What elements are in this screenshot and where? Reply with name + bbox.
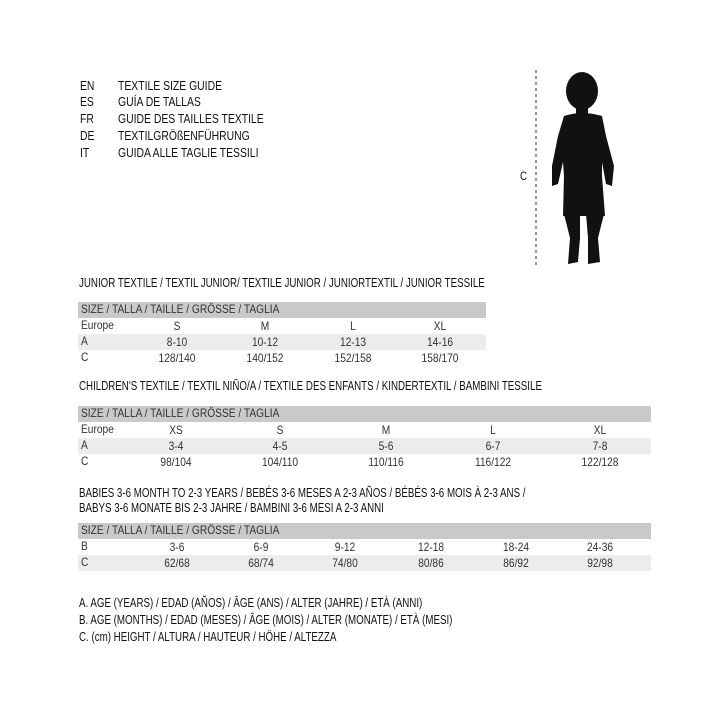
row-label: C <box>81 350 89 364</box>
lang-title: GUIDE DES TAILLES TEXTILE <box>118 111 264 126</box>
legend-b: B. AGE (MONTHS) / EDAD (MESES) / ÂGE (MO… <box>79 613 453 627</box>
cell: 6-9 <box>253 540 269 554</box>
lang-code: ES <box>80 94 94 109</box>
cell: M <box>260 319 270 333</box>
cell: XL <box>593 423 607 437</box>
cell: 140/152 <box>246 351 284 365</box>
legend-c: C. (cm) HEIGHT / ALTURA / HAUTEUR / HÖHE… <box>79 630 337 644</box>
cell: 14-16 <box>426 335 454 349</box>
child-silhouette-icon <box>535 70 614 266</box>
cell: 12-18 <box>417 540 445 554</box>
table-header: SIZE / TALLA / TAILLE / GRÖSSE / TAGLIA <box>81 302 280 316</box>
cell: 110/116 <box>368 455 404 469</box>
cell: L <box>490 423 496 437</box>
babies-title-line2: BABYS 3-6 MONATE BIS 2-3 JAHRE / BAMBINI… <box>79 501 384 515</box>
table-header: SIZE / TALLA / TAILLE / GRÖSSE / TAGLIA <box>81 406 280 420</box>
cell: M <box>381 423 391 437</box>
cell: S <box>173 319 181 333</box>
cell: 92/98 <box>587 556 613 570</box>
junior-title: JUNIOR TEXTILE / TEXTIL JUNIOR/ TEXTILE … <box>79 276 485 290</box>
cell: 122/128 <box>581 455 619 469</box>
cell: 7-8 <box>592 439 608 453</box>
cell: 18-24 <box>502 540 530 554</box>
row-label: A <box>81 334 88 348</box>
cell: 3-4 <box>168 439 184 453</box>
table-row: C 128/140 140/152 152/158 158/170 <box>78 350 486 366</box>
cell: 8-10 <box>166 335 188 349</box>
cell: L <box>350 319 356 333</box>
cell: 98/104 <box>160 455 192 469</box>
row-label: Europe <box>81 422 114 436</box>
row-label: C <box>81 454 89 468</box>
cell: 62/68 <box>164 556 190 570</box>
children-size-table: SIZE / TALLA / TAILLE / GRÖSSE / TAGLIA … <box>78 406 651 470</box>
table-row: A 8-10 10-12 12-13 14-16 <box>78 334 486 350</box>
cell: 74/80 <box>332 556 358 570</box>
table-row: A 3-4 4-5 5-6 6-7 7-8 <box>78 438 651 454</box>
cell: 86/92 <box>503 556 529 570</box>
measure-label: C <box>520 169 527 183</box>
cell: 12-13 <box>339 335 367 349</box>
cell: 24-36 <box>586 540 614 554</box>
table-header: SIZE / TALLA / TAILLE / GRÖSSE / TAGLIA <box>81 523 280 537</box>
cell: 128/140 <box>158 351 196 365</box>
cell: 9-12 <box>334 540 356 554</box>
row-label: B <box>81 539 88 553</box>
row-label: C <box>81 555 89 569</box>
cell: 152/158 <box>334 351 372 365</box>
cell: 10-12 <box>251 335 279 349</box>
table-row: Europe XS S M L XL <box>78 422 651 438</box>
cell: XL <box>433 319 447 333</box>
cell: 80/86 <box>418 556 444 570</box>
lang-code: EN <box>80 78 95 93</box>
cell: 6-7 <box>485 439 501 453</box>
cell: 104/110 <box>261 455 299 469</box>
cell: 158/170 <box>421 351 459 365</box>
children-title: CHILDREN'S TEXTILE / TEXTIL NIÑO/A / TEX… <box>79 379 542 393</box>
cell: 116/122 <box>474 455 512 469</box>
row-label: Europe <box>81 318 114 332</box>
babies-size-table: SIZE / TALLA / TAILLE / GRÖSSE / TAGLIA … <box>78 523 651 571</box>
junior-size-table: SIZE / TALLA / TAILLE / GRÖSSE / TAGLIA … <box>78 302 486 366</box>
lang-title: TEXTILGRÖßENFÜHRUNG <box>118 128 250 143</box>
cell: 3-6 <box>169 540 185 554</box>
lang-code: DE <box>80 128 95 143</box>
table-row: B 3-6 6-9 9-12 12-18 18-24 24-36 <box>78 539 651 555</box>
legend-a: A. AGE (YEARS) / EDAD (AÑOS) / ÂGE (ANS)… <box>79 596 423 610</box>
cell: 4-5 <box>272 439 288 453</box>
lang-title: GUÍA DE TALLAS <box>118 94 201 109</box>
cell: S <box>276 423 284 437</box>
cell: 5-6 <box>378 439 394 453</box>
lang-title: GUIDA ALLE TAGLIE TESSILI <box>118 145 259 160</box>
lang-code: IT <box>80 145 90 160</box>
cell: XS <box>169 423 183 437</box>
lang-code: FR <box>80 111 94 126</box>
table-row: Europe S M L XL <box>78 318 486 334</box>
babies-title-line1: BABIES 3-6 MONTH TO 2-3 YEARS / BEBÉS 3-… <box>79 486 526 500</box>
table-row: C 62/68 68/74 74/80 80/86 86/92 92/98 <box>78 555 651 571</box>
cell: 68/74 <box>248 556 274 570</box>
table-row: C 98/104 104/110 110/116 116/122 122/128 <box>78 454 651 470</box>
lang-title: TEXTILE SIZE GUIDE <box>118 78 223 93</box>
row-label: A <box>81 438 88 452</box>
